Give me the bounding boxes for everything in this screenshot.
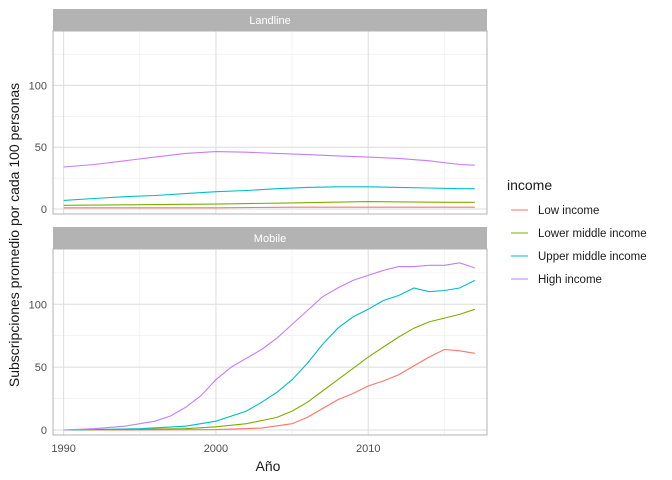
facet-panels: Landline 0 50 100 Mobile 0 50 100 <box>29 9 488 437</box>
facet-strip <box>53 227 487 249</box>
legend-item: Upper middle income <box>511 251 647 263</box>
legend-item: Low income <box>511 205 599 217</box>
facet-strip-label: Mobile <box>254 233 286 245</box>
x-axis-title: Año <box>256 458 281 474</box>
y-tick-label: 0 <box>41 425 47 437</box>
facet-strip-label: Landline <box>249 15 291 27</box>
series-line-upper-middle-income <box>63 279 476 431</box>
x-tick-label: 2010 <box>356 443 380 455</box>
legend: Low income Lower middle income Upper middl… <box>511 205 647 286</box>
x-axis-ticks: 1990 2000 2010 <box>51 443 380 455</box>
y-tick-label: 100 <box>29 80 47 92</box>
series-line-high-income <box>63 151 475 168</box>
x-tick-label: 1990 <box>51 443 75 455</box>
legend-label: Low income <box>538 205 599 217</box>
facet-mobile: Mobile 0 50 100 <box>29 227 488 437</box>
y-tick-label: 100 <box>29 299 47 311</box>
series-line-low-income <box>63 206 475 209</box>
legend-title: income <box>507 177 552 193</box>
series-line-high-income <box>63 262 475 431</box>
y-tick-label: 50 <box>35 362 47 374</box>
legend-label: High income <box>538 274 602 286</box>
legend-label: Upper middle income <box>538 251 647 263</box>
panel-border <box>52 30 488 215</box>
panel-border <box>52 248 488 436</box>
facet-landline: Landline 0 50 100 <box>29 9 488 216</box>
y-tick-label: 0 <box>41 204 47 216</box>
x-tick-label: 2000 <box>204 443 228 455</box>
y-axis-title: Subscripciones promedio por cada 100 per… <box>6 83 22 387</box>
legend-item: High income <box>511 274 602 286</box>
series-line-lower-middle-income <box>63 308 475 431</box>
series-line-low-income <box>63 348 475 431</box>
legend-label: Lower middle income <box>538 228 647 240</box>
legend-item: Lower middle income <box>511 228 647 240</box>
y-tick-label: 50 <box>35 142 47 154</box>
facet-strip <box>53 9 487 31</box>
series-line-lower-middle-income <box>63 201 475 206</box>
series-line-upper-middle-income <box>63 186 475 201</box>
